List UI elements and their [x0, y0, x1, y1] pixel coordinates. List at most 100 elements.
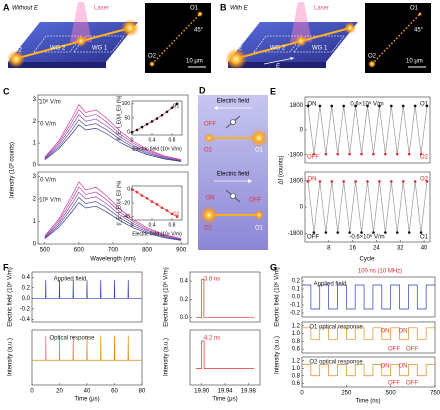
- y-tick-label: 3: [33, 174, 37, 180]
- annotation: -0.6×10⁶ V/m: [349, 234, 384, 241]
- y-tick-label: 0: [33, 242, 37, 248]
- x-tick-label: 19.94: [217, 389, 233, 395]
- data-point: [135, 128, 139, 132]
- data-point: [366, 104, 369, 108]
- annotation: ON: [308, 177, 317, 183]
- series-line: [44, 124, 182, 162]
- x-tick-label: 0: [30, 389, 34, 395]
- y-tick-label: 0: [33, 163, 37, 169]
- data-point: [342, 180, 345, 183]
- x-axis-label: Electric field (10⁶ V/m): [132, 231, 182, 237]
- x-tick-label: 700: [108, 248, 119, 254]
- annotation: OFF: [388, 347, 400, 353]
- x-tick-label: 19.98: [241, 389, 257, 395]
- data-point: [413, 180, 417, 183]
- series-line: [302, 284, 435, 310]
- x-tick-label: 500: [40, 248, 51, 254]
- series-line: [195, 278, 255, 318]
- x-tick-label: 800: [142, 248, 153, 254]
- series-line: [44, 119, 182, 162]
- y-axis-label: Intensity (a.u.): [8, 338, 14, 376]
- data-point: [155, 203, 159, 206]
- x-tick-label: 8: [327, 246, 331, 252]
- annotation: ON: [399, 329, 408, 335]
- data-point: [425, 104, 429, 108]
- plot-frame: [189, 271, 261, 323]
- y-axis-label: ΔI (counts): [279, 155, 285, 184]
- annotation: Applied field: [314, 282, 347, 288]
- glow: [75, 35, 87, 47]
- y-tick-label: -0.4: [20, 317, 31, 323]
- x-tick-label: 500: [386, 391, 397, 397]
- series-line: [131, 189, 178, 217]
- emission-line: [371, 13, 421, 65]
- y-tick-label: 1800: [290, 178, 304, 184]
- plot-frame: [131, 185, 183, 221]
- series-line: [44, 202, 182, 241]
- state-label: ON: [206, 196, 215, 202]
- y-axis-label: Electric field (10⁶ V/m): [163, 267, 170, 326]
- data-point: [425, 180, 429, 183]
- annotation: 10⁶ V/m: [39, 99, 60, 106]
- emission-line: [151, 13, 201, 65]
- x-tick-label: 900: [176, 248, 187, 254]
- annotation: O1: [420, 235, 429, 241]
- annotation: O2: [420, 177, 429, 183]
- y-tick-label: 0.6: [292, 347, 301, 353]
- x-tick-label: 0: [131, 137, 134, 143]
- series-line: [32, 335, 142, 361]
- data-point: [354, 104, 357, 108]
- y-tick-label: 2: [33, 119, 37, 125]
- data-point: [378, 180, 381, 183]
- platform-side: [8, 62, 106, 68]
- data-point: [145, 196, 149, 200]
- glow: [418, 12, 422, 16]
- plot-frame: [301, 321, 436, 354]
- panel-label: D: [199, 85, 206, 95]
- y-tick-label: 1: [33, 141, 37, 147]
- panel-title: Without E: [12, 6, 39, 12]
- data-point: [372, 231, 375, 234]
- data-point: [336, 152, 340, 156]
- annotation: O2: [420, 155, 429, 161]
- data-point: [324, 231, 328, 234]
- data-point: [145, 122, 149, 126]
- field-label: Electric field: [217, 99, 249, 105]
- nanowire: [17, 27, 131, 59]
- y-axis-label: Intensity (10³ counts): [10, 142, 16, 198]
- y-tick-label: -20: [123, 200, 130, 206]
- laser-beam: [70, 2, 92, 42]
- data-point: [135, 190, 139, 194]
- data-point: [395, 231, 399, 234]
- data-point: [401, 104, 405, 108]
- output-label: O1: [255, 148, 264, 154]
- data-point: [140, 194, 144, 197]
- x-tick-label: 32: [397, 246, 404, 252]
- y-tick-label: -0.2: [290, 311, 301, 317]
- y-tick-label: 1.2: [292, 358, 301, 364]
- x-tick-label: 0: [131, 222, 134, 228]
- panel-label: A: [3, 2, 10, 12]
- arrow-head: [290, 57, 294, 60]
- data-point: [336, 231, 340, 234]
- series-line: [44, 181, 182, 239]
- y-tick-label: 1800: [290, 103, 304, 109]
- x-axis-label: Time (ns): [355, 399, 380, 405]
- plot-frame: [301, 276, 436, 318]
- angle-label: 45°: [414, 28, 424, 34]
- panel-label: G: [270, 262, 277, 272]
- x-tick-label: 20: [56, 389, 63, 395]
- annotation: 10⁶ V/m: [39, 197, 60, 204]
- data-point: [360, 152, 363, 156]
- annotation: OFF: [388, 381, 400, 387]
- y-tick-label: 0: [127, 187, 130, 193]
- arrow-head: [248, 179, 252, 183]
- data-point: [384, 231, 387, 234]
- data-point: [372, 152, 375, 156]
- output-label: O1: [190, 6, 199, 12]
- y-tick-label: -1800: [288, 231, 304, 237]
- series-line: [44, 104, 182, 161]
- data-point: [318, 104, 322, 108]
